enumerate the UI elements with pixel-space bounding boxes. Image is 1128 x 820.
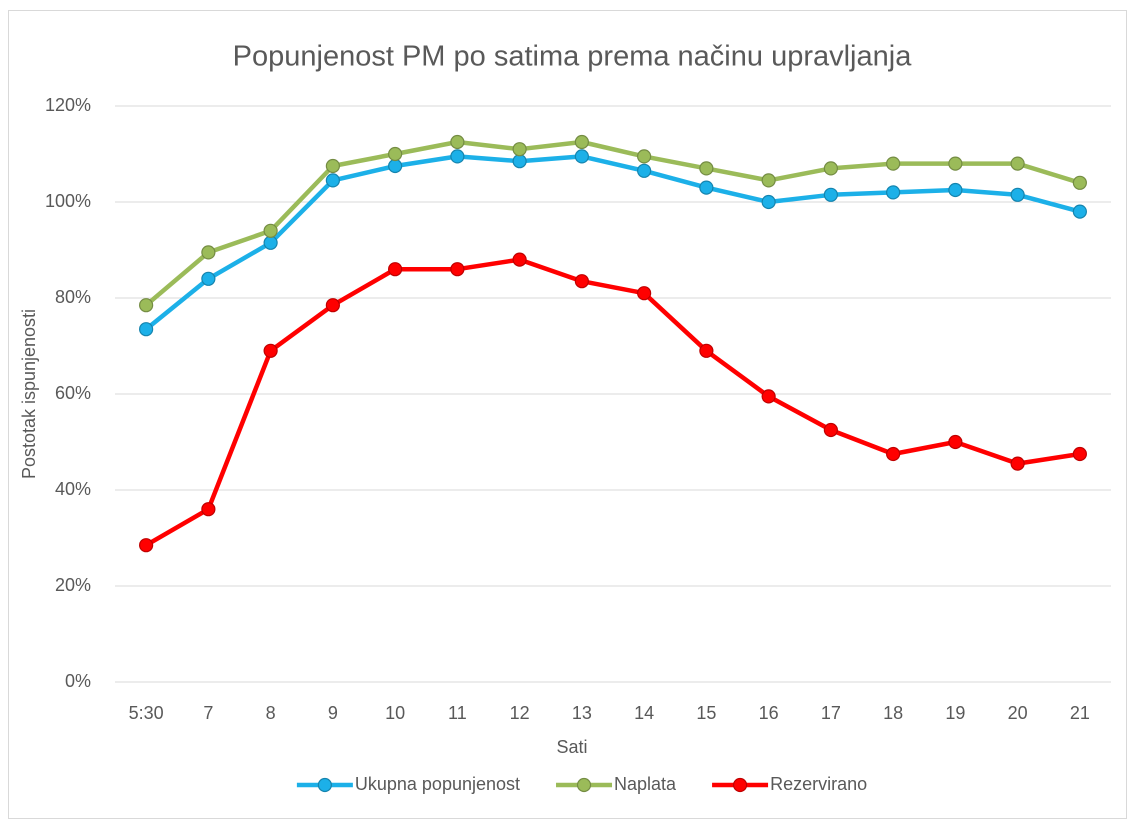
data-point (1010, 156, 1025, 171)
data-point (948, 156, 963, 171)
y-tick-label: 0% (65, 671, 91, 691)
data-point (512, 154, 527, 169)
data-point (201, 245, 216, 260)
x-tick-label: 12 (510, 703, 530, 723)
x-tick-label: 5:30 (129, 703, 164, 723)
x-tick-label: 17 (821, 703, 841, 723)
data-point (512, 142, 527, 157)
data-point (761, 194, 776, 210)
y-tick-label: 40% (55, 479, 91, 499)
y-axis-label: Postotak ispunjenosti (19, 309, 39, 479)
data-point (325, 173, 340, 188)
data-point (823, 161, 838, 176)
data-point (263, 223, 278, 238)
data-point (1010, 187, 1025, 202)
legend-marker (317, 777, 332, 793)
x-tick-label: 15 (696, 703, 716, 723)
x-tick-label: 13 (572, 703, 592, 723)
y-tick-label: 120% (45, 95, 91, 115)
data-point (139, 322, 154, 337)
x-tick-label: 14 (634, 703, 654, 723)
x-tick-label: 10 (385, 703, 405, 723)
data-point (948, 182, 963, 198)
data-point (201, 502, 216, 517)
chart-frame (8, 10, 1127, 819)
data-point (325, 158, 340, 174)
data-point (699, 343, 714, 358)
data-point (450, 149, 465, 164)
data-point (886, 185, 901, 200)
data-point (1072, 446, 1087, 462)
legend-marker (732, 777, 748, 793)
data-point (263, 235, 278, 250)
data-point (325, 298, 340, 313)
data-point (512, 252, 527, 267)
y-tick-label: 60% (55, 383, 91, 403)
data-point (886, 446, 901, 462)
y-tick-label: 20% (55, 575, 91, 595)
data-point (761, 173, 776, 188)
x-tick-label: 8 (266, 703, 276, 723)
x-tick-label: 19 (945, 703, 965, 723)
data-point (948, 434, 963, 450)
data-point (450, 134, 465, 150)
legend-marker (576, 777, 592, 793)
data-point (574, 134, 589, 150)
y-tick-label: 80% (55, 287, 91, 307)
data-point (699, 161, 714, 176)
data-point (1072, 204, 1087, 219)
x-tick-label: 7 (203, 703, 213, 723)
x-tick-label: 18 (883, 703, 903, 723)
data-point (388, 262, 403, 277)
x-tick-label: 9 (328, 703, 338, 723)
x-tick-label: 16 (759, 703, 779, 723)
data-point (823, 422, 838, 438)
series-line (144, 257, 1081, 548)
data-point (637, 149, 652, 164)
x-tick-label: 11 (448, 703, 467, 723)
legend-label: Ukupna popunjenost (355, 774, 520, 794)
data-point (761, 389, 776, 404)
series-line (144, 139, 1081, 307)
data-point (201, 271, 216, 286)
data-point (699, 180, 714, 195)
legend-label: Naplata (614, 774, 677, 794)
data-point (263, 343, 278, 358)
data-point (637, 163, 652, 178)
x-tick-label: 21 (1070, 703, 1090, 723)
data-point (1010, 456, 1025, 471)
series-line (144, 154, 1081, 331)
data-point (450, 262, 465, 277)
x-tick-label: 20 (1008, 703, 1028, 723)
data-point (637, 286, 652, 301)
x-axis-label: Sati (556, 737, 587, 757)
data-point (574, 149, 589, 164)
chart-title: Popunjenost PM po satima prema načinu up… (233, 41, 913, 73)
data-point (886, 156, 901, 171)
data-point (139, 538, 154, 553)
y-tick-label: 100% (45, 191, 91, 211)
data-point (388, 158, 403, 174)
data-point (823, 187, 838, 202)
data-point (388, 146, 403, 162)
data-point (574, 274, 589, 289)
legend: Ukupna popunjenost Naplata Rezervirano (296, 774, 867, 794)
data-point (139, 298, 154, 313)
legend-label: Rezervirano (770, 774, 867, 794)
data-point (1072, 175, 1087, 190)
